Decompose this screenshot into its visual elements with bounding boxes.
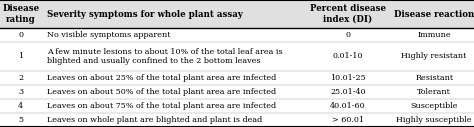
Text: No visible symptoms apparent: No visible symptoms apparent: [47, 31, 171, 39]
Text: 25.01-40: 25.01-40: [330, 88, 366, 96]
Text: 10.01-25: 10.01-25: [330, 74, 366, 82]
Bar: [0, 0, 474, 28]
Text: Susceptible: Susceptible: [410, 102, 458, 110]
Text: Leaves on about 75% of the total plant area are infected: Leaves on about 75% of the total plant a…: [47, 102, 276, 110]
Text: Highly resistant: Highly resistant: [401, 52, 467, 60]
Text: 0.01-10: 0.01-10: [333, 52, 363, 60]
Text: Leaves on about 25% of the total plant area are infected: Leaves on about 25% of the total plant a…: [47, 74, 276, 82]
Text: 4: 4: [18, 102, 23, 110]
Text: > 60.01: > 60.01: [332, 116, 364, 124]
Text: 5: 5: [18, 116, 23, 124]
Text: Tolerant: Tolerant: [417, 88, 451, 96]
Text: Immune: Immune: [418, 31, 451, 39]
Text: 1: 1: [18, 52, 23, 60]
Text: 2: 2: [18, 74, 23, 82]
Text: Leaves on about 50% of the total plant area are infected: Leaves on about 50% of the total plant a…: [47, 88, 276, 96]
Text: Resistant: Resistant: [415, 74, 453, 82]
Text: Disease reaction: Disease reaction: [394, 10, 474, 19]
Text: Disease
rating: Disease rating: [2, 4, 39, 24]
Text: Percent disease
index (DI): Percent disease index (DI): [310, 4, 386, 24]
Text: Severity symptoms for whole plant assay: Severity symptoms for whole plant assay: [47, 10, 243, 19]
Text: 0: 0: [346, 31, 350, 39]
Text: 40.01-60: 40.01-60: [330, 102, 366, 110]
Text: Leaves on whole plant are blighted and plant is dead: Leaves on whole plant are blighted and p…: [47, 116, 262, 124]
Text: 0: 0: [18, 31, 23, 39]
Text: 3: 3: [18, 88, 23, 96]
Text: A few minute lesions to about 10% of the total leaf area is
blighted and usually: A few minute lesions to about 10% of the…: [47, 48, 283, 65]
Text: Highly susceptible: Highly susceptible: [396, 116, 472, 124]
